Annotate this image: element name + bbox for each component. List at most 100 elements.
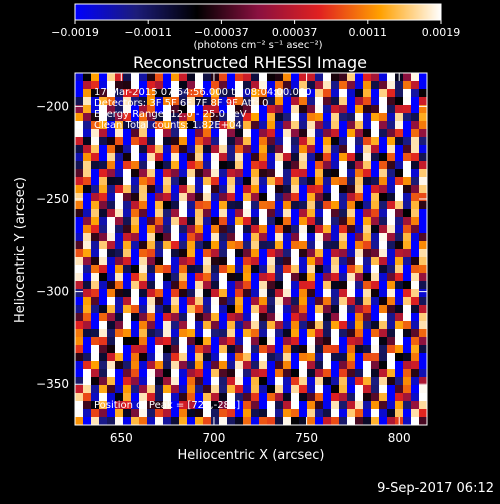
image-pixel	[347, 377, 356, 386]
image-pixel	[419, 265, 427, 274]
image-pixel	[155, 273, 164, 282]
image-pixel	[187, 225, 196, 234]
image-pixel	[83, 89, 92, 98]
image-pixel	[331, 129, 340, 138]
image-pixel	[411, 337, 420, 346]
image-pixel	[219, 97, 228, 106]
image-pixel	[91, 401, 100, 410]
image-pixel	[339, 369, 348, 378]
image-pixel	[235, 137, 244, 146]
image-pixel	[115, 257, 124, 266]
image-pixel	[371, 193, 380, 202]
image-pixel	[371, 265, 380, 274]
image-pixel	[163, 329, 172, 338]
image-pixel	[331, 193, 340, 202]
image-pixel	[323, 361, 332, 370]
image-pixel	[363, 337, 372, 346]
image-pixel	[219, 129, 228, 138]
image-pixel	[219, 193, 228, 202]
image-pixel	[371, 185, 380, 194]
image-pixel	[267, 353, 276, 362]
x-tick-label: 700	[202, 431, 225, 445]
image-pixel	[419, 337, 427, 346]
image-pixel	[243, 169, 252, 178]
image-pixel	[243, 233, 252, 242]
image-pixel	[299, 289, 308, 298]
image-pixel	[227, 385, 236, 394]
image-pixel	[283, 209, 292, 218]
image-pixel	[83, 73, 92, 82]
image-pixel	[307, 353, 316, 362]
image-pixel	[235, 361, 244, 370]
image-pixel	[411, 233, 420, 242]
image-pixel	[147, 305, 156, 314]
image-pixel	[395, 209, 404, 218]
image-pixel	[379, 305, 388, 314]
image-pixel	[219, 409, 228, 418]
image-pixel	[147, 273, 156, 282]
image-pixel	[379, 137, 388, 146]
image-pixel	[347, 241, 356, 250]
image-pixel	[267, 393, 276, 402]
image-pixel	[187, 169, 196, 178]
image-pixel	[339, 321, 348, 330]
image-pixel	[155, 89, 164, 98]
image-pixel	[99, 193, 108, 202]
image-pixel	[123, 377, 132, 386]
image-pixel	[371, 337, 380, 346]
image-pixel	[347, 233, 356, 242]
chart-title: Reconstructed RHESSI Image	[133, 53, 367, 72]
image-pixel	[107, 345, 116, 354]
image-pixel	[99, 217, 108, 226]
image-pixel	[355, 305, 364, 314]
image-pixel	[115, 401, 124, 410]
image-pixel	[363, 297, 372, 306]
image-pixel	[299, 273, 308, 282]
image-pixel	[147, 401, 156, 410]
image-pixel	[323, 257, 332, 266]
image-pixel	[299, 249, 308, 258]
image-pixel	[75, 169, 84, 178]
image-pixel	[259, 385, 268, 394]
image-pixel	[115, 145, 124, 154]
image-pixel	[203, 121, 212, 130]
image-pixel	[275, 385, 284, 394]
image-pixel	[91, 97, 100, 106]
image-pixel	[307, 217, 316, 226]
image-pixel	[75, 81, 84, 90]
image-pixel	[171, 73, 180, 82]
image-pixel	[363, 281, 372, 290]
image-pixel	[251, 257, 260, 266]
image-pixel	[163, 297, 172, 306]
image-pixel	[379, 361, 388, 370]
image-pixel	[147, 265, 156, 274]
image-pixel	[203, 225, 212, 234]
image-pixel	[259, 137, 268, 146]
image-pixel	[283, 121, 292, 130]
image-pixel	[371, 161, 380, 170]
image-pixel	[243, 81, 252, 90]
image-pixel	[371, 377, 380, 386]
image-pixel	[211, 233, 220, 242]
image-pixel	[171, 105, 180, 114]
image-pixel	[355, 289, 364, 298]
image-pixel	[411, 169, 420, 178]
image-pixel	[307, 409, 316, 418]
image-pixel	[251, 353, 260, 362]
image-pixel	[187, 385, 196, 394]
image-pixel	[267, 169, 276, 178]
image-pixel	[395, 81, 404, 90]
image-pixel	[331, 345, 340, 354]
image-pixel	[291, 321, 300, 330]
image-pixel	[331, 409, 340, 418]
image-pixel	[299, 201, 308, 210]
image-pixel	[123, 177, 132, 186]
image-pixel	[115, 233, 124, 242]
image-pixel	[187, 209, 196, 218]
image-pixel	[163, 393, 172, 402]
image-pixel	[323, 249, 332, 258]
colorbar-tick-label: −0.0019	[51, 26, 99, 39]
image-pixel	[299, 361, 308, 370]
image-pixel	[363, 241, 372, 250]
image-pixel	[179, 201, 188, 210]
